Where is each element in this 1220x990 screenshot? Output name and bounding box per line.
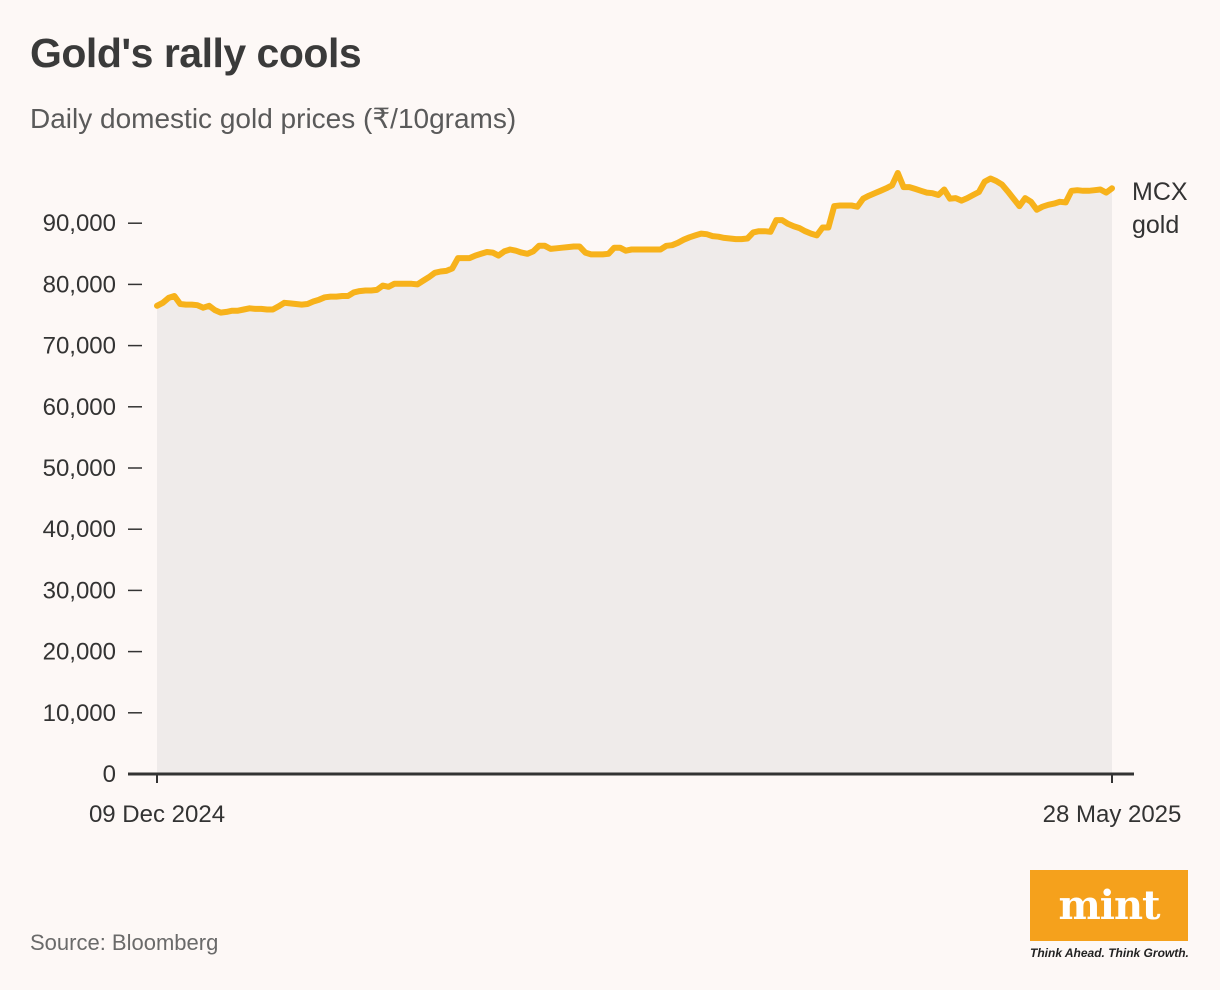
- y-tick-label: 0: [103, 761, 116, 788]
- series-line: [154, 170, 1115, 316]
- y-tick-label: 10,000: [43, 700, 116, 727]
- y-tick-label: 80,000: [43, 271, 116, 298]
- logo-tagline: Think Ahead. Think Growth.: [1030, 946, 1189, 960]
- x-tick-label: 28 May 2025: [1043, 801, 1182, 828]
- chart-title: Gold's rally cools: [30, 30, 362, 76]
- y-axis: 0 10,000 20,000 30,000 40,000 50,000 60,000 70,…: [43, 210, 142, 788]
- series-area: [157, 173, 1112, 774]
- series-label-line: MCX: [1132, 178, 1188, 206]
- x-axis: 09 Dec 2024 28 May 2025: [89, 772, 1182, 828]
- y-tick-label: 60,000: [43, 394, 116, 421]
- series-label: MCX gold: [1132, 178, 1188, 239]
- y-tick-label: 70,000: [43, 333, 116, 360]
- x-tick-label: 09 Dec 2024: [89, 801, 225, 828]
- logo-text: mint: [1058, 882, 1160, 929]
- series-label-line: gold: [1132, 211, 1179, 239]
- chart-subtitle: Daily domestic gold prices (₹/10grams): [30, 103, 517, 134]
- mint-logo: mint: [1030, 870, 1188, 941]
- y-tick-label: 40,000: [43, 516, 116, 543]
- y-tick-label: 90,000: [43, 210, 116, 237]
- source-note: Source: Bloomberg: [30, 930, 219, 955]
- y-tick-label: 50,000: [43, 455, 116, 482]
- y-tick-label: 30,000: [43, 577, 116, 604]
- y-tick-label: 20,000: [43, 639, 116, 666]
